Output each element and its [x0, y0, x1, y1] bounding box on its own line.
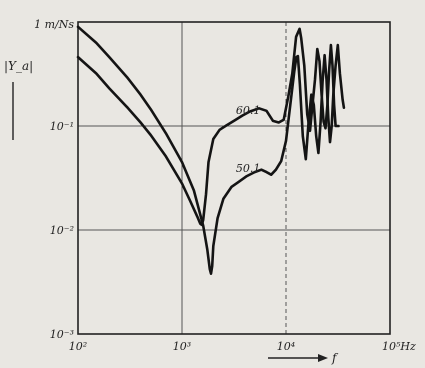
series-label: 60.1	[236, 104, 261, 117]
grid-lines	[78, 22, 390, 334]
y-axis-label-text: |Y_a|	[4, 59, 33, 73]
x-tick-label: 10³	[173, 340, 191, 353]
y-tick-label: 10⁻³	[50, 328, 74, 341]
y-tick-labels: 1 m/Ns 10⁻¹ 10⁻² 10⁻³	[34, 18, 74, 341]
x-axis-label: f	[268, 351, 339, 365]
series-lines	[76, 25, 346, 275]
y-tick-label: 10⁻²	[50, 224, 74, 237]
y-tick-label: 1 m/Ns	[34, 18, 74, 31]
y-axis-label: |Y_a|	[4, 59, 33, 140]
series-label: 50.1	[236, 162, 261, 175]
plot-frame	[77, 21, 391, 335]
x-tick-label: 10⁴	[277, 340, 295, 353]
series-annotations: 60.1 50.1	[236, 104, 261, 175]
y-tick-label: 10⁻¹	[50, 120, 74, 133]
x-tick-label: 10⁵Hz	[382, 340, 416, 353]
x-tick-label: 10²	[69, 340, 87, 353]
series-line-60-1	[76, 27, 340, 227]
x-tick-labels: 10² 10³ 10⁴ 10⁵Hz	[69, 340, 416, 353]
x-axis-label-text: f	[331, 351, 339, 365]
series-line-50-1	[76, 25, 346, 275]
